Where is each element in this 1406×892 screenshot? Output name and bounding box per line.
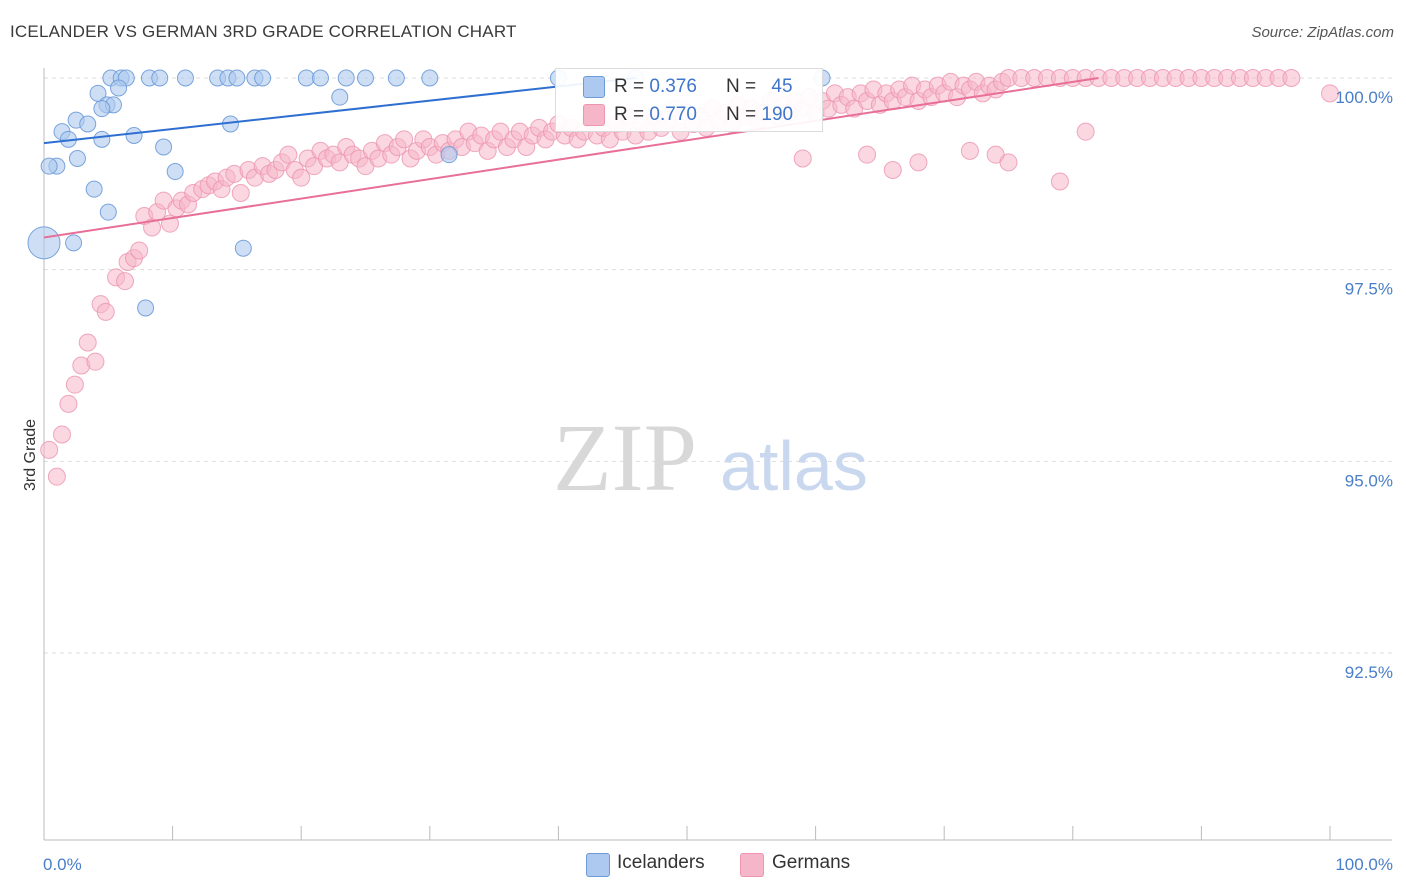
icelander-point (27, 226, 61, 260)
icelander-point (254, 69, 272, 87)
icelander-point (151, 69, 169, 87)
german-point (395, 130, 414, 149)
bottom-legend-icelanders-swatch (586, 853, 610, 877)
icelanders-r-label: R = (614, 76, 650, 97)
x-tick-label-0: 0.0% (43, 855, 82, 874)
germans-r-value: 0.770 (649, 104, 697, 125)
icelander-point (40, 157, 58, 175)
icelanders-n-value: 45 (771, 76, 793, 97)
watermark: ZIP atlas (553, 404, 868, 511)
icelander-point (228, 69, 246, 87)
german-point (883, 161, 902, 179)
icelander-point (166, 163, 184, 181)
german-point (960, 141, 979, 160)
icelanders-trend-line (43, 77, 636, 145)
german-point (909, 153, 928, 172)
icelander-point (357, 69, 374, 87)
icelander-point (110, 79, 128, 97)
bottom-legend-germans-swatch (740, 853, 764, 877)
y-tick-label-3: 92.5% (1345, 663, 1393, 682)
german-point (999, 153, 1018, 172)
icelander-point (65, 234, 83, 252)
icelander-point (137, 299, 155, 317)
german-point (1282, 69, 1301, 87)
icelander-point (125, 127, 143, 144)
german-point (96, 302, 115, 321)
german-point (793, 149, 812, 168)
icelander-point (68, 150, 86, 167)
y-tick-label-1: 97.5% (1345, 280, 1393, 299)
icelander-point (85, 180, 103, 198)
y-tick-label-2: 95.0% (1345, 471, 1393, 490)
german-point (86, 352, 105, 371)
icelander-point (337, 69, 355, 87)
germans-r-label: R = (614, 104, 650, 125)
germans-points (40, 69, 1339, 486)
source-credit: Source: ZipAtlas.com (1251, 24, 1394, 41)
icelander-point (234, 239, 252, 257)
icelander-point (93, 130, 111, 148)
german-point (65, 375, 84, 394)
y-tick-label-0: 100.0% (1335, 88, 1393, 107)
german-point (78, 333, 97, 352)
german-point (40, 440, 59, 459)
axis-labels: 100.0% 97.5% 95.0% 92.5% 0.0% 100.0% 3rd Grade (22, 88, 1393, 874)
icelander-point (93, 100, 111, 118)
icelanders-n-label: N = (726, 76, 762, 97)
icelander-point (99, 203, 117, 221)
bottom-legend-germans: Germans (772, 852, 851, 873)
icelander-point (331, 88, 349, 106)
chart-title: ICELANDER VS GERMAN 3RD GRADE CORRELATIO… (10, 22, 517, 41)
icelanders-r-value: 0.376 (649, 76, 697, 97)
icelander-point (421, 69, 439, 87)
icelanders-swatch (583, 76, 605, 98)
german-point (53, 425, 72, 444)
german-point (231, 184, 250, 202)
watermark-zip: ZIP (553, 404, 697, 511)
y-axis-title: 3rd Grade (22, 419, 39, 491)
x-tick-label-1: 100.0% (1335, 855, 1393, 874)
german-point (292, 168, 311, 187)
axes (43, 68, 1392, 841)
german-point (59, 394, 78, 413)
trend-lines (43, 77, 1099, 239)
icelander-point (79, 115, 97, 133)
icelander-point (387, 69, 405, 87)
icelander-point (440, 146, 458, 164)
german-point (47, 467, 66, 486)
icelander-point (311, 69, 329, 87)
icelander-point (155, 138, 173, 156)
icelander-point (176, 69, 194, 87)
germans-trend-line (43, 77, 1099, 239)
stats-legend: R = 0.376 N = 45 R = 0.770 N = 190 (555, 68, 823, 132)
germans-swatch (583, 104, 605, 126)
german-point (1321, 84, 1339, 103)
legend-row-germans: R = 0.770 N = 190 (556, 101, 822, 129)
germans-n-value: 190 (761, 104, 794, 125)
german-point (858, 145, 877, 164)
germans-n-label: N = (726, 104, 762, 125)
watermark-atlas: atlas (720, 427, 868, 505)
bottom-legend-icelanders: Icelanders (617, 852, 705, 873)
german-point (279, 145, 298, 164)
german-point (1050, 172, 1069, 191)
german-point (116, 272, 135, 291)
german-point (130, 241, 149, 260)
german-point (1076, 122, 1095, 141)
legend-row-icelanders: R = 0.376 N = 45 (556, 73, 822, 101)
icelanders-points (27, 69, 831, 317)
icelander-point (297, 69, 315, 87)
